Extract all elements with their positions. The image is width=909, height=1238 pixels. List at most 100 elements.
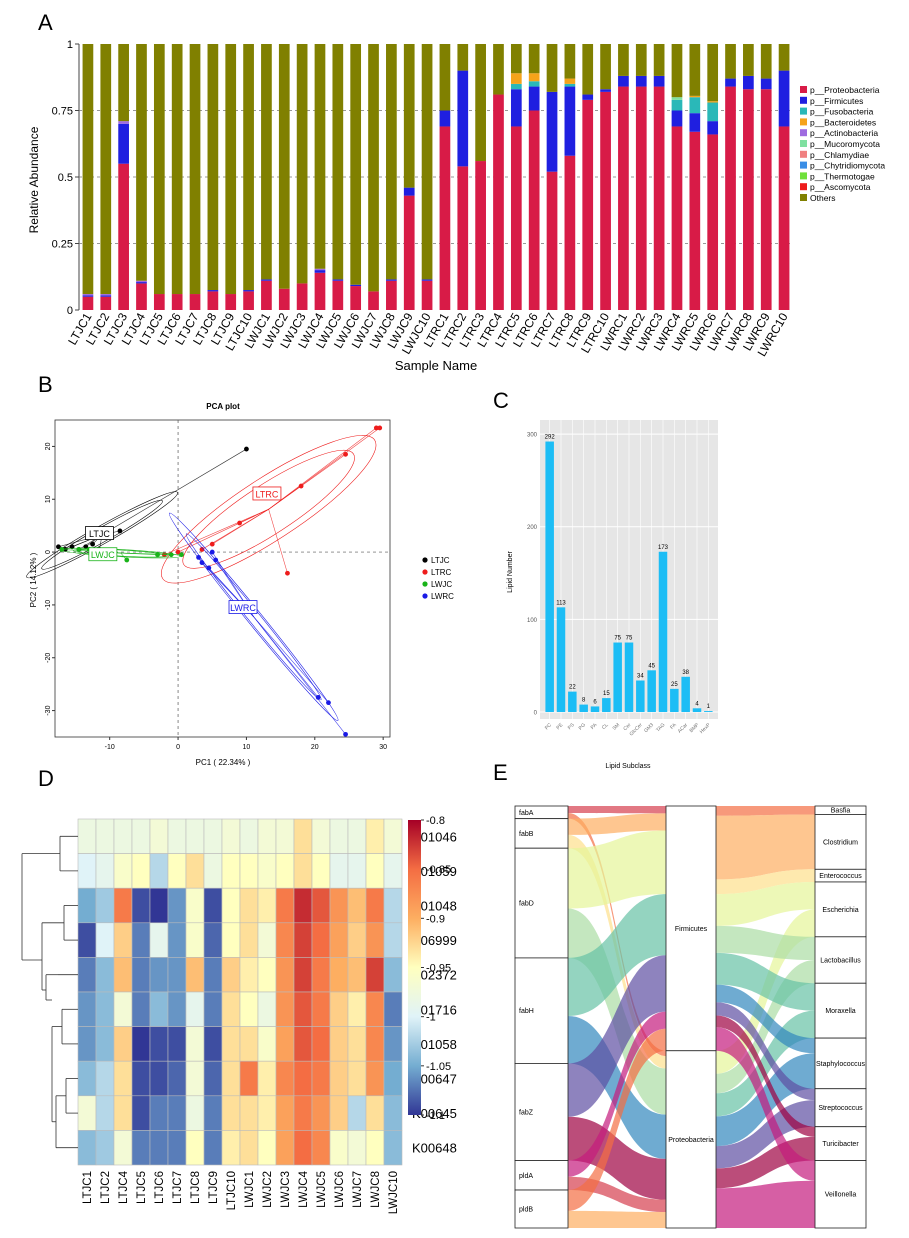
- a-bar-others: [528, 44, 540, 74]
- a-bar-others: [564, 44, 576, 79]
- a-legend-swatch: [800, 86, 807, 93]
- d-heat-cell: [221, 1060, 241, 1097]
- b-ytick-label: 10: [45, 495, 52, 503]
- d-heat-cell: [95, 957, 115, 993]
- d-heat-cell: [311, 887, 331, 924]
- d-heat-cell: [131, 818, 151, 854]
- e-flow-middle-right: [716, 1027, 815, 1181]
- a-bar-others: [136, 44, 147, 281]
- a-bar-segment: [528, 73, 540, 82]
- d-heat-cell: [77, 1026, 97, 1062]
- a-legend-swatch: [800, 118, 807, 126]
- d-heat-cell: [293, 922, 313, 958]
- d-heat-cell: [239, 818, 259, 854]
- a-bar-others: [171, 44, 183, 295]
- d-heat-cell: [293, 887, 313, 924]
- c-bar-value-label: 4: [695, 701, 699, 707]
- b-group-label: LWJC: [91, 550, 115, 560]
- d-heat-cell: [365, 922, 385, 958]
- d-heat-cell: [347, 1026, 367, 1062]
- b-point: [343, 451, 348, 457]
- e-right-node: [814, 1088, 867, 1128]
- b-legend-dot: [422, 581, 428, 587]
- d-scale-label: -1.1: [426, 1110, 445, 1122]
- d-heat-cell: [257, 1095, 277, 1131]
- d-row-label: K00648: [412, 1141, 457, 1156]
- a-bar-segment: [82, 294, 94, 296]
- d-scale-label: -0.95: [426, 963, 451, 975]
- a-bar-segment: [493, 94, 504, 310]
- d-heat-cell: [203, 1130, 223, 1166]
- a-bar-others: [421, 44, 433, 280]
- b-confidence-ellipse: [168, 512, 339, 721]
- e-flow-middle-right: [716, 881, 815, 926]
- a-bar-segment: [118, 123, 129, 164]
- a-bar-segment: [403, 195, 415, 310]
- e-flow-middle-right: [716, 806, 815, 816]
- e-left-node-label: fabZ: [519, 1109, 534, 1116]
- a-bar-others: [743, 44, 754, 76]
- d-heat-cell: [311, 991, 331, 1027]
- a-bar-segment: [136, 282, 147, 284]
- d-heat-cell: [257, 1026, 277, 1062]
- b-spoke: [268, 427, 377, 510]
- b-group-label: LWRC: [230, 603, 256, 613]
- d-heat-cell: [221, 957, 241, 993]
- d-heat-cell: [383, 1060, 403, 1097]
- d-heat-cell: [113, 853, 133, 889]
- c-bar-value-label: 34: [637, 674, 644, 680]
- b-point: [209, 541, 215, 547]
- e-flow-middle-right: [716, 952, 815, 1011]
- d-col-label: LWJC4: [298, 1170, 310, 1207]
- b-group-label-box: [252, 486, 282, 501]
- b-confidence-ellipse: [160, 435, 377, 584]
- a-bar-segment: [510, 73, 522, 84]
- d-heat-cell: [239, 957, 259, 993]
- e-flow-middle-right: [716, 1180, 815, 1228]
- a-bar-segment: [332, 280, 344, 310]
- a-bar-segment: [743, 75, 754, 90]
- d-heat-cell: [365, 1060, 385, 1097]
- a-legend-swatch: [800, 140, 807, 147]
- a-legend-label: Others: [810, 193, 836, 203]
- e-right-node: [814, 814, 867, 870]
- c-bar: [613, 642, 622, 712]
- a-bar-others: [546, 44, 558, 92]
- a-bar-others: [82, 44, 94, 295]
- e-flow-left-middle: [568, 1028, 666, 1211]
- a-bar-segment: [207, 291, 219, 310]
- d-heat-cell: [185, 991, 205, 1027]
- e-flow-left-middle: [568, 1116, 666, 1200]
- a-bar-others: [278, 44, 290, 289]
- c-xtick-label: PA: [590, 722, 599, 731]
- d-heat-cell: [365, 887, 385, 924]
- a-bar-others: [689, 44, 701, 96]
- a-bar-segment: [689, 97, 701, 114]
- d-heat-cell: [221, 1026, 241, 1062]
- d-heat-cell: [365, 818, 385, 854]
- d-heat-cell: [113, 887, 133, 924]
- a-legend-label: p__Firmicutes: [810, 96, 863, 106]
- a-bar-segment: [778, 70, 790, 127]
- a-bar-others: [671, 44, 683, 98]
- d-heat-cell: [347, 957, 367, 993]
- b-group-label-box: [88, 547, 118, 562]
- d-heat-cell: [77, 1095, 97, 1131]
- d-heat-cell: [383, 887, 403, 924]
- d-row-label: K01058: [412, 1037, 457, 1052]
- b-spoke: [239, 509, 269, 524]
- d-heat-cell: [221, 1095, 241, 1131]
- a-legend-swatch: [800, 161, 807, 169]
- e-right-node: [814, 982, 867, 1039]
- d-col-label: LTJC1: [82, 1171, 94, 1204]
- c-xtick-label: PS: [567, 722, 576, 731]
- e-right-node-label: Basfia: [831, 808, 851, 815]
- d-heat-cell: [149, 1095, 169, 1131]
- a-bar-segment: [778, 126, 790, 311]
- e-left-node: [514, 1063, 569, 1161]
- a-bar-others: [403, 44, 415, 188]
- d-heat-cell: [203, 853, 223, 889]
- b-legend-label: LWRC: [431, 592, 454, 601]
- a-bar-segment: [100, 296, 112, 310]
- d-heat-cell: [293, 1130, 313, 1166]
